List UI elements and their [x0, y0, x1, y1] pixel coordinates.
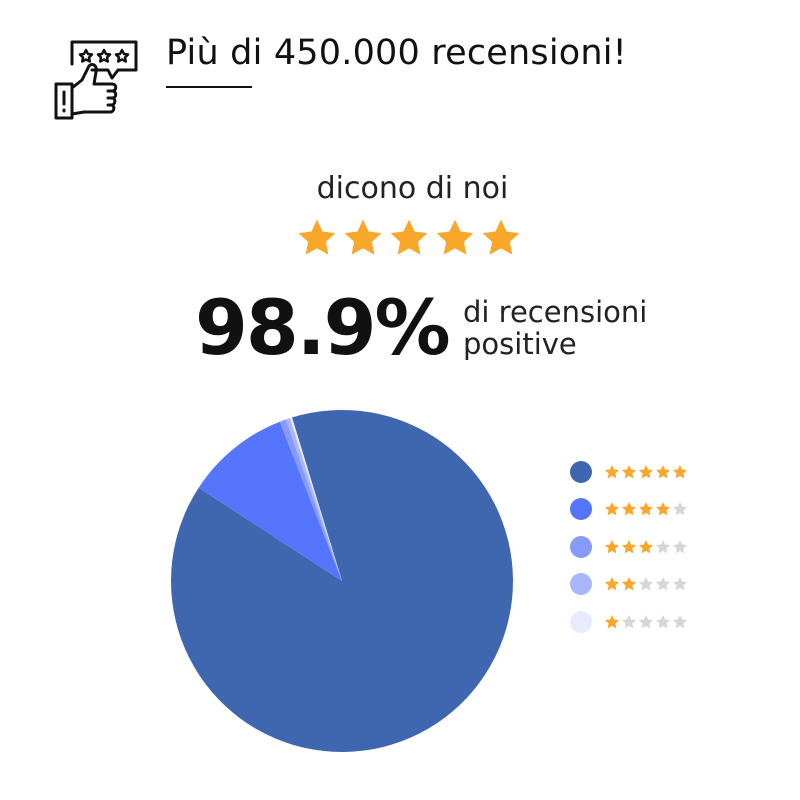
- star-icon: [656, 464, 670, 479]
- pie-slice-1-stars: [289, 417, 342, 581]
- legend-item-4-stars: [570, 491, 688, 529]
- title-underline: [166, 86, 252, 88]
- positive-description-line2: positive: [463, 327, 577, 361]
- star-icon: [673, 539, 687, 554]
- legend-swatch: [570, 535, 592, 558]
- legend-swatch: [570, 498, 592, 521]
- positive-description-line1: di recensioni: [463, 295, 648, 329]
- star-icon: [436, 219, 474, 255]
- legend-item-5-stars: [570, 453, 688, 491]
- positive-description: di recensioni positive: [463, 296, 647, 360]
- star-icon: [344, 219, 382, 255]
- star-icon: [605, 614, 619, 629]
- legend-swatch: [570, 610, 592, 633]
- pie-slice-3-stars: [279, 419, 342, 581]
- reviews-pie-chart: [170, 410, 513, 752]
- star-icon: [639, 539, 653, 554]
- star-icon: [622, 539, 636, 554]
- legend-item-1-stars: [570, 603, 688, 641]
- pie-slice-4-stars: [198, 421, 342, 581]
- star-icon: [673, 614, 687, 629]
- page-title: Più di 450.000 recensioni!: [166, 33, 627, 73]
- star-icon: [673, 502, 687, 516]
- legend-swatch: [570, 460, 592, 483]
- star-icon: [605, 539, 619, 554]
- legend-item-2-stars: [570, 566, 688, 604]
- star-icon: [656, 577, 670, 591]
- star-icon: [482, 219, 520, 255]
- star-icon: [622, 614, 636, 629]
- legend-stars: [604, 576, 688, 592]
- chart-legend: [570, 453, 688, 641]
- star-icon: [656, 502, 670, 516]
- star-icon: [673, 577, 687, 591]
- legend-stars: [604, 464, 688, 480]
- star-icon: [605, 502, 619, 516]
- star-icon: [605, 577, 619, 591]
- legend-stars: [604, 539, 688, 555]
- star-icon: [390, 219, 428, 255]
- star-icon: [622, 577, 636, 591]
- legend-stars: [604, 614, 688, 630]
- positive-percentage: 98.9%: [195, 283, 451, 372]
- star-icon: [656, 539, 670, 554]
- pie-slice-5-stars: [170, 410, 513, 752]
- pie-slice-2-stars: [285, 418, 342, 581]
- legend-swatch: [570, 573, 592, 596]
- star-icon: [605, 464, 619, 479]
- star-icon: [622, 464, 636, 479]
- star-icon: [639, 464, 653, 479]
- star-icon: [298, 219, 336, 255]
- star-icon: [622, 502, 636, 516]
- star-icon: [639, 502, 653, 516]
- rating-stars: [296, 217, 522, 259]
- legend-stars: [604, 501, 688, 517]
- star-icon: [673, 464, 687, 479]
- subtitle: dicono di noi: [316, 171, 509, 206]
- star-icon: [639, 577, 653, 591]
- star-icon: [639, 614, 653, 629]
- legend-item-3-stars: [570, 528, 688, 566]
- star-icon: [656, 614, 670, 629]
- thumbs-up-review-icon: [54, 40, 138, 120]
